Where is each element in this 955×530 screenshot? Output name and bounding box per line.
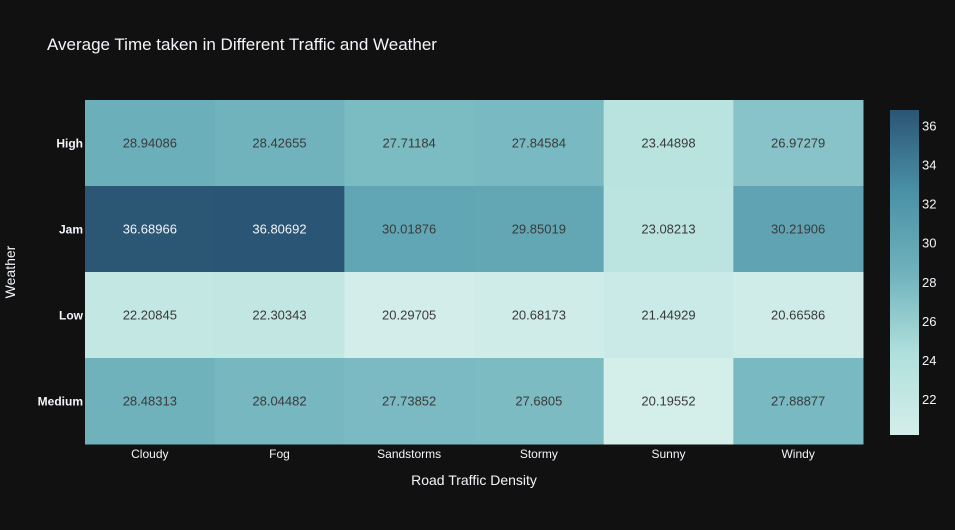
cell-value-label: 36.80692 <box>252 222 306 237</box>
cell-value-label: 26.97279 <box>771 136 825 151</box>
cell-value-label: 30.01876 <box>382 222 436 237</box>
cell-value-label: 20.66586 <box>771 308 825 323</box>
colorbar-gradient <box>890 110 919 435</box>
heatmap-cell <box>85 272 216 359</box>
cell-value-label: 28.48313 <box>123 394 177 409</box>
y-tick-label: Jam <box>59 223 83 237</box>
cell-value-label: 22.30343 <box>252 308 306 323</box>
heatmap-cell <box>603 100 734 187</box>
cell-value-label: 27.71184 <box>383 136 436 151</box>
heatmap-cell <box>214 272 345 359</box>
heatmap-cell <box>344 272 475 359</box>
colorbar-tick-label: 32 <box>922 197 936 212</box>
cell-value-label: 20.29705 <box>382 308 436 323</box>
cell-value-label: 23.08213 <box>641 222 695 237</box>
cell-value-label: 22.20845 <box>123 308 177 323</box>
cell-value-label: 28.04482 <box>252 394 306 409</box>
heatmap-cell <box>214 358 345 445</box>
heatmap-cell <box>85 186 216 273</box>
x-tick-label: Sandstorms <box>377 447 441 461</box>
cell-value-label: 30.21906 <box>771 222 825 237</box>
y-tick-label: High <box>56 137 83 151</box>
x-axis-title: Road Traffic Density <box>411 472 537 488</box>
heatmap-cell <box>603 272 734 359</box>
colorbar-ticks: 22 24 26 28 30 32 34 36 <box>922 118 936 407</box>
heatmap-cell <box>474 186 605 273</box>
y-tick-label: Low <box>59 309 84 323</box>
x-tick-label: Cloudy <box>131 447 168 461</box>
heatmap-cell <box>603 186 734 273</box>
colorbar-tick-label: 26 <box>922 314 936 329</box>
cell-value-label: 27.6805 <box>515 394 562 409</box>
heatmap-cell <box>214 100 345 187</box>
cell-value-label: 20.68173 <box>512 308 566 323</box>
cell-value-label: 27.73852 <box>382 394 436 409</box>
x-tick-label: Sunny <box>651 447 685 461</box>
cell-value-label: 27.84584 <box>512 136 566 151</box>
colorbar-tick-label: 28 <box>922 275 936 290</box>
cell-labels: 28.94086 28.42655 27.71184 27.84584 23.44898… <box>123 136 826 409</box>
colorbar-tick-label: 34 <box>922 157 936 172</box>
heatmap-cell <box>344 358 475 445</box>
heatmap-cell <box>733 272 864 359</box>
heatmap-cell <box>214 186 345 273</box>
y-axis-ticks: High Jam Low Medium <box>38 137 84 409</box>
heatmap-cell <box>344 100 475 187</box>
cell-value-label: 28.42655 <box>252 136 306 151</box>
heatmap-cell <box>474 272 605 359</box>
heatmap-cell <box>85 358 216 445</box>
cell-value-label: 29.85019 <box>512 222 566 237</box>
colorbar-tick-label: 30 <box>922 236 936 251</box>
heatmap-cell <box>85 100 216 187</box>
cell-value-label: 28.94086 <box>123 136 177 151</box>
cell-value-label: 36.68966 <box>123 222 177 237</box>
heatmap-cell <box>474 100 605 187</box>
cell-value-label: 27.88877 <box>771 394 825 409</box>
y-axis-title: Weather <box>2 245 18 298</box>
cell-value-label: 21.44929 <box>641 308 695 323</box>
colorbar-tick-label: 24 <box>922 353 936 368</box>
cell-value-label: 23.44898 <box>641 136 695 151</box>
heatmap-cell <box>603 358 734 445</box>
x-axis-ticks: Cloudy Fog Sandstorms Stormy Sunny Windy <box>131 447 815 461</box>
heatmap-cell <box>344 186 475 273</box>
colorbar-tick-label: 22 <box>922 392 936 407</box>
colorbar: 22 24 26 28 30 32 34 36 <box>890 110 936 435</box>
x-tick-label: Windy <box>781 447 814 461</box>
chart-title: Average Time taken in Different Traffic … <box>47 35 437 54</box>
cell-value-label: 20.19552 <box>641 394 695 409</box>
heatmap-cell <box>733 100 864 187</box>
heatmap-cells <box>85 100 864 445</box>
x-tick-label: Fog <box>269 447 290 461</box>
heatmap-cell <box>733 186 864 273</box>
colorbar-tick-label: 36 <box>922 118 936 133</box>
y-tick-label: Medium <box>38 395 83 409</box>
x-tick-label: Stormy <box>520 447 558 461</box>
heatmap-cell <box>733 358 864 445</box>
heatmap-cell <box>474 358 605 445</box>
